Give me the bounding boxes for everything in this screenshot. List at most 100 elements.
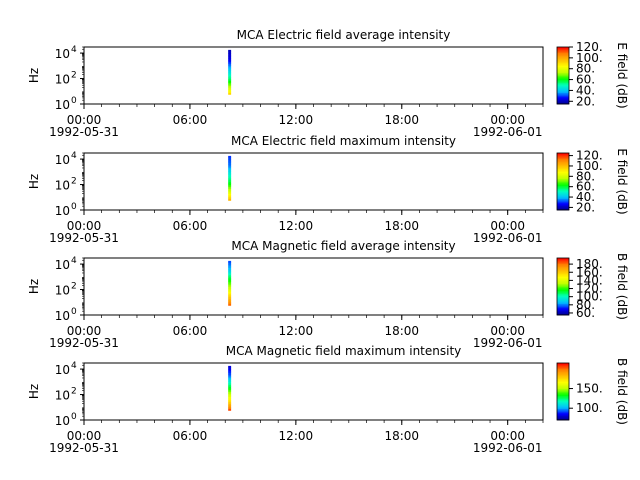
x-tick-label: 00:00 xyxy=(490,324,525,338)
spectrogram-bin xyxy=(228,195,232,198)
colorbar-segment xyxy=(557,378,569,381)
colorbar-segment xyxy=(557,98,569,101)
y-tick-label: 10 xyxy=(55,414,70,428)
colorbar-frame xyxy=(556,152,570,211)
colorbar-tick-label: 150. xyxy=(576,382,603,396)
colorbar-segment xyxy=(557,299,569,302)
spectrogram xyxy=(228,49,232,95)
spectrogram-bin xyxy=(228,286,232,289)
colorbar-segment xyxy=(557,157,569,160)
spectrogram-bin xyxy=(228,190,232,193)
spectrogram-bin xyxy=(228,281,232,284)
spectrogram-bin xyxy=(228,400,232,403)
panel-title: MCA Electric field maximum intensity xyxy=(231,134,456,148)
colorbar-segment xyxy=(557,91,569,93)
spectrogram-bin xyxy=(228,284,232,287)
colorbar-segment xyxy=(557,168,569,171)
colorbar-tick-label: 100. xyxy=(576,401,603,415)
y-tick-label: 10 xyxy=(55,309,70,323)
colorbar-segment xyxy=(557,372,569,375)
spectrogram-bin xyxy=(228,396,232,399)
colorbar-tick-label: 160. xyxy=(576,265,603,279)
colorbar-segment xyxy=(557,184,569,187)
colorbar-frame xyxy=(556,257,570,316)
colorbar-segment xyxy=(557,154,569,157)
spectrogram-bin xyxy=(228,278,232,281)
colorbar-segment xyxy=(557,54,569,56)
colorbar-segment xyxy=(557,377,569,380)
spectrogram-bin xyxy=(228,369,232,372)
colorbar-segment xyxy=(557,82,569,85)
y-tick-exponent: 0 xyxy=(71,202,77,212)
colorbar-segment xyxy=(557,367,569,370)
colorbar-segment xyxy=(557,310,569,313)
colorbar-tick-label: 40. xyxy=(576,83,595,97)
y-tick-exponent: 4 xyxy=(71,361,77,371)
colorbar-segment xyxy=(557,78,569,81)
colorbar-segment xyxy=(557,64,569,66)
x-tick-label: 06:00 xyxy=(173,219,208,233)
spectrogram-bin xyxy=(228,169,232,172)
colorbar-segment xyxy=(557,408,569,411)
spectrogram-bin xyxy=(228,296,232,299)
colorbar-frame xyxy=(556,46,570,105)
colorbar-segment xyxy=(557,300,569,303)
colorbar-segment xyxy=(557,89,569,92)
colorbar-segment xyxy=(557,259,569,262)
colorbar-segment xyxy=(557,418,569,421)
colorbar-segment xyxy=(557,75,569,78)
colorbar-segment xyxy=(557,258,569,260)
colorbar-segment xyxy=(557,160,569,162)
spectrogram-bin xyxy=(228,405,232,408)
colorbar-segment xyxy=(557,158,569,161)
x-tick-label: 06:00 xyxy=(173,324,208,338)
spectrogram-bin xyxy=(228,398,232,401)
colorbar-segment xyxy=(557,185,569,188)
x-tick-label: 00:00 xyxy=(67,324,102,338)
colorbar-segment xyxy=(557,161,569,164)
spectrogram-bin xyxy=(228,68,232,71)
spectrogram-bin xyxy=(228,269,232,272)
colorbar-tick-label: 80. xyxy=(576,298,595,312)
colorbar-segment xyxy=(557,405,569,408)
colorbar-segment xyxy=(557,81,569,84)
y-axis-label: Hz xyxy=(27,279,41,294)
spectrogram-bin xyxy=(228,181,232,184)
spectrogram-bin xyxy=(228,53,232,56)
spectrogram-bin xyxy=(228,377,232,380)
colorbar-segment xyxy=(557,65,569,68)
colorbar-segment xyxy=(557,293,569,296)
colorbar-segment xyxy=(557,382,569,385)
colorbar-segment xyxy=(557,277,569,280)
colorbar-segment xyxy=(557,205,569,208)
colorbar-tick-label: 60. xyxy=(576,306,595,320)
colorbar-segment xyxy=(557,384,569,387)
colorbar-segment xyxy=(557,192,569,195)
x-tick-label: 00:00 xyxy=(490,113,525,127)
spectrogram-bin xyxy=(228,381,232,384)
colorbar-tick-label: 140. xyxy=(576,273,603,287)
colorbar-segment xyxy=(557,178,569,181)
colorbar-segment xyxy=(557,197,569,199)
colorbar-segment xyxy=(557,174,569,177)
x-tick-date: 1992-05-31 xyxy=(49,441,119,455)
colorbar-segment xyxy=(557,175,569,178)
spectrogram-bin xyxy=(228,389,232,392)
colorbar-segment xyxy=(557,265,569,267)
colorbar-segment xyxy=(557,51,569,54)
x-tick-label: 12:00 xyxy=(279,113,314,127)
spectrogram-bin xyxy=(228,84,232,87)
spectrogram-bin xyxy=(228,300,232,303)
y-tick-label: 10 xyxy=(55,389,70,403)
spectrogram-bin xyxy=(228,87,232,90)
spectrogram-bin xyxy=(228,70,232,73)
spectrogram-bin xyxy=(228,73,232,76)
colorbar: 20.40.60.80.100.120. E field (dB) xyxy=(556,40,629,109)
colorbar-segment xyxy=(557,307,569,310)
colorbar-segment xyxy=(557,49,569,52)
colorbar-label: E field (dB) xyxy=(615,148,629,214)
spectrogram-bin xyxy=(228,185,232,188)
spectrogram-bin xyxy=(228,372,232,375)
colorbar-segment xyxy=(557,380,569,382)
colorbar-segment xyxy=(557,370,569,372)
